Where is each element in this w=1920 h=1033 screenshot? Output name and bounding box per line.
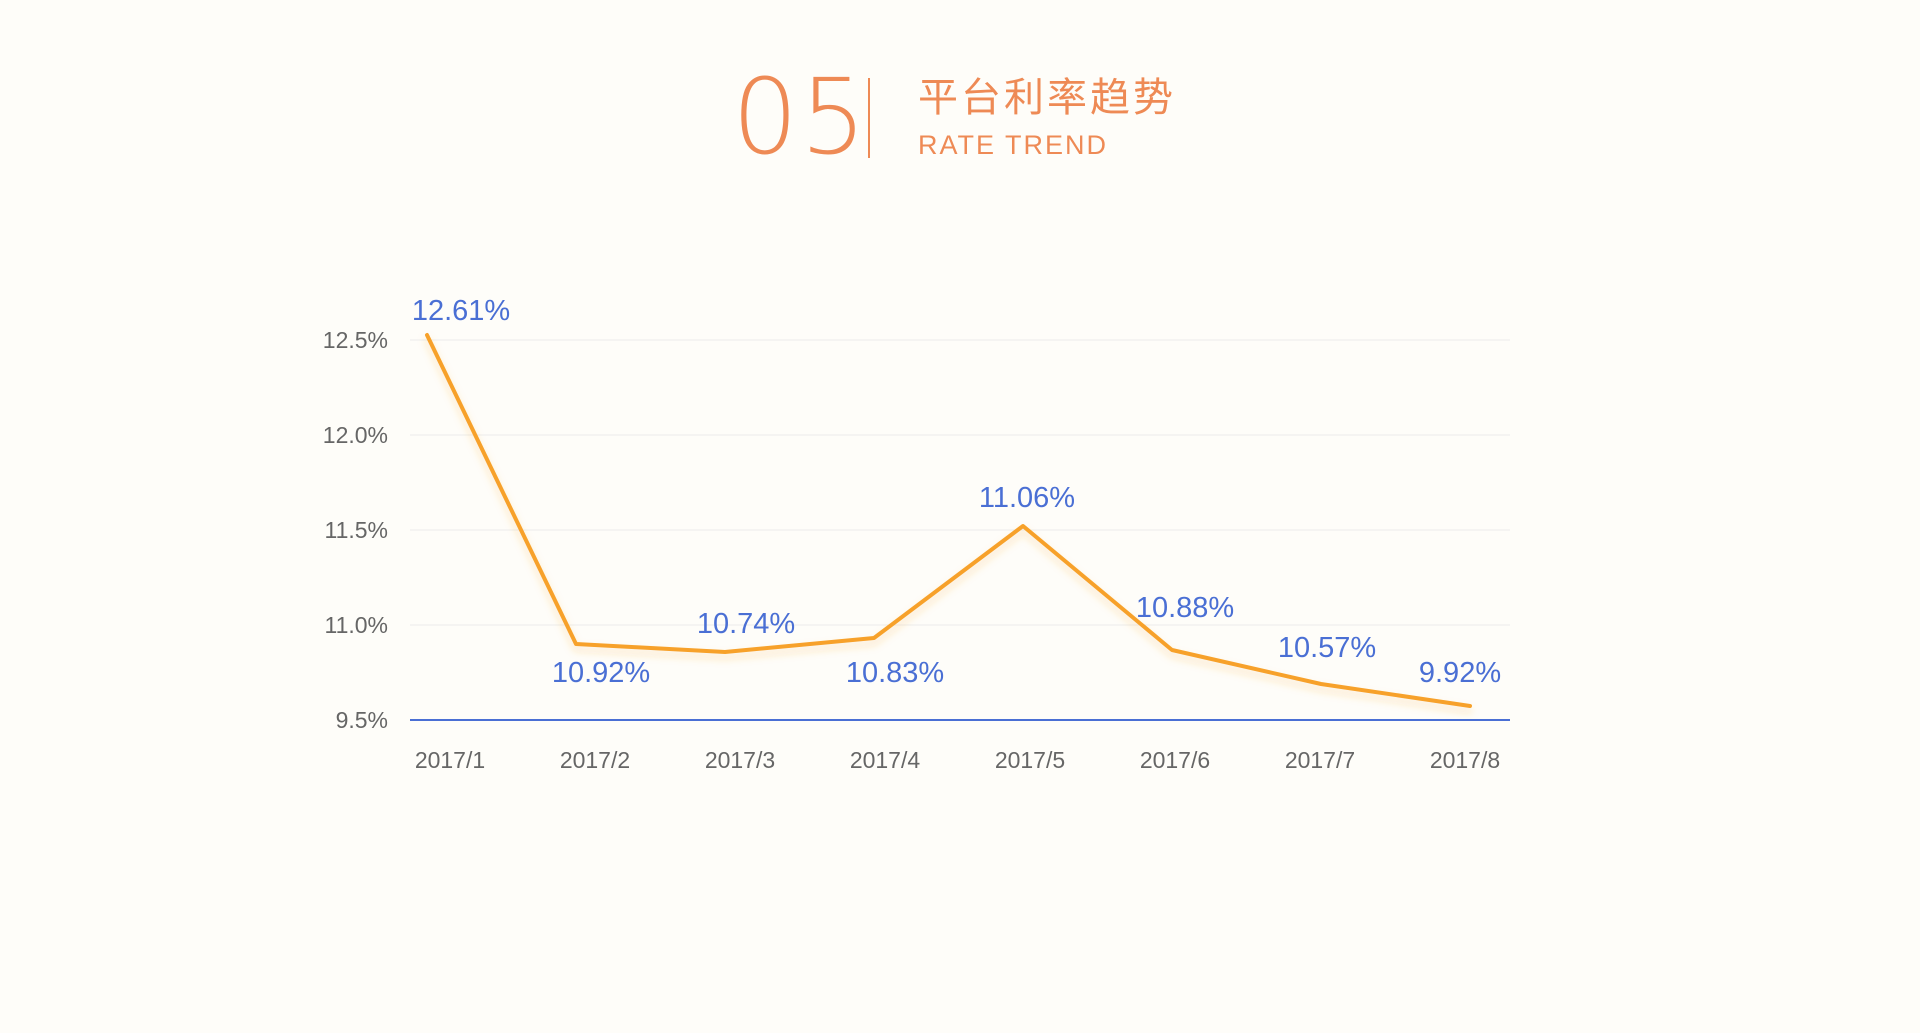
x-tick-label: 2017/4: [850, 747, 921, 773]
y-tick-label: 11.0%: [324, 612, 388, 638]
data-labels: 12.61% 10.92% 10.74% 10.83% 11.06% 10.88% 10.5…: [412, 295, 1501, 689]
y-tick-label: 11.5%: [324, 517, 388, 543]
data-label: 10.88%: [1136, 592, 1234, 624]
data-label: 10.74%: [697, 608, 795, 640]
y-tick-label: 12.0%: [323, 422, 388, 448]
y-tick-label: 9.5%: [336, 707, 388, 733]
data-label: 10.57%: [1278, 632, 1376, 664]
x-axis-ticks: 2017/1 2017/2 2017/3 2017/4 2017/5 2017/6 2017…: [415, 747, 1500, 773]
x-tick-label: 2017/5: [995, 747, 1065, 773]
x-tick-label: 2017/8: [1430, 747, 1500, 773]
data-label: 10.83%: [846, 657, 944, 689]
data-label: 12.61%: [412, 295, 510, 327]
x-tick-label: 2017/1: [415, 747, 485, 773]
y-axis-ticks: 9.5% 11.0% 11.5% 12.0% 12.5%: [323, 327, 388, 733]
y-tick-label: 12.5%: [323, 327, 388, 353]
x-tick-label: 2017/2: [560, 747, 630, 773]
data-label: 9.92%: [1419, 657, 1501, 689]
grid-lines: [410, 340, 1510, 625]
data-label: 10.92%: [552, 657, 650, 689]
x-tick-label: 2017/7: [1285, 747, 1355, 773]
x-tick-label: 2017/6: [1140, 747, 1210, 773]
data-label: 11.06%: [979, 482, 1075, 514]
x-tick-label: 2017/3: [705, 747, 775, 773]
